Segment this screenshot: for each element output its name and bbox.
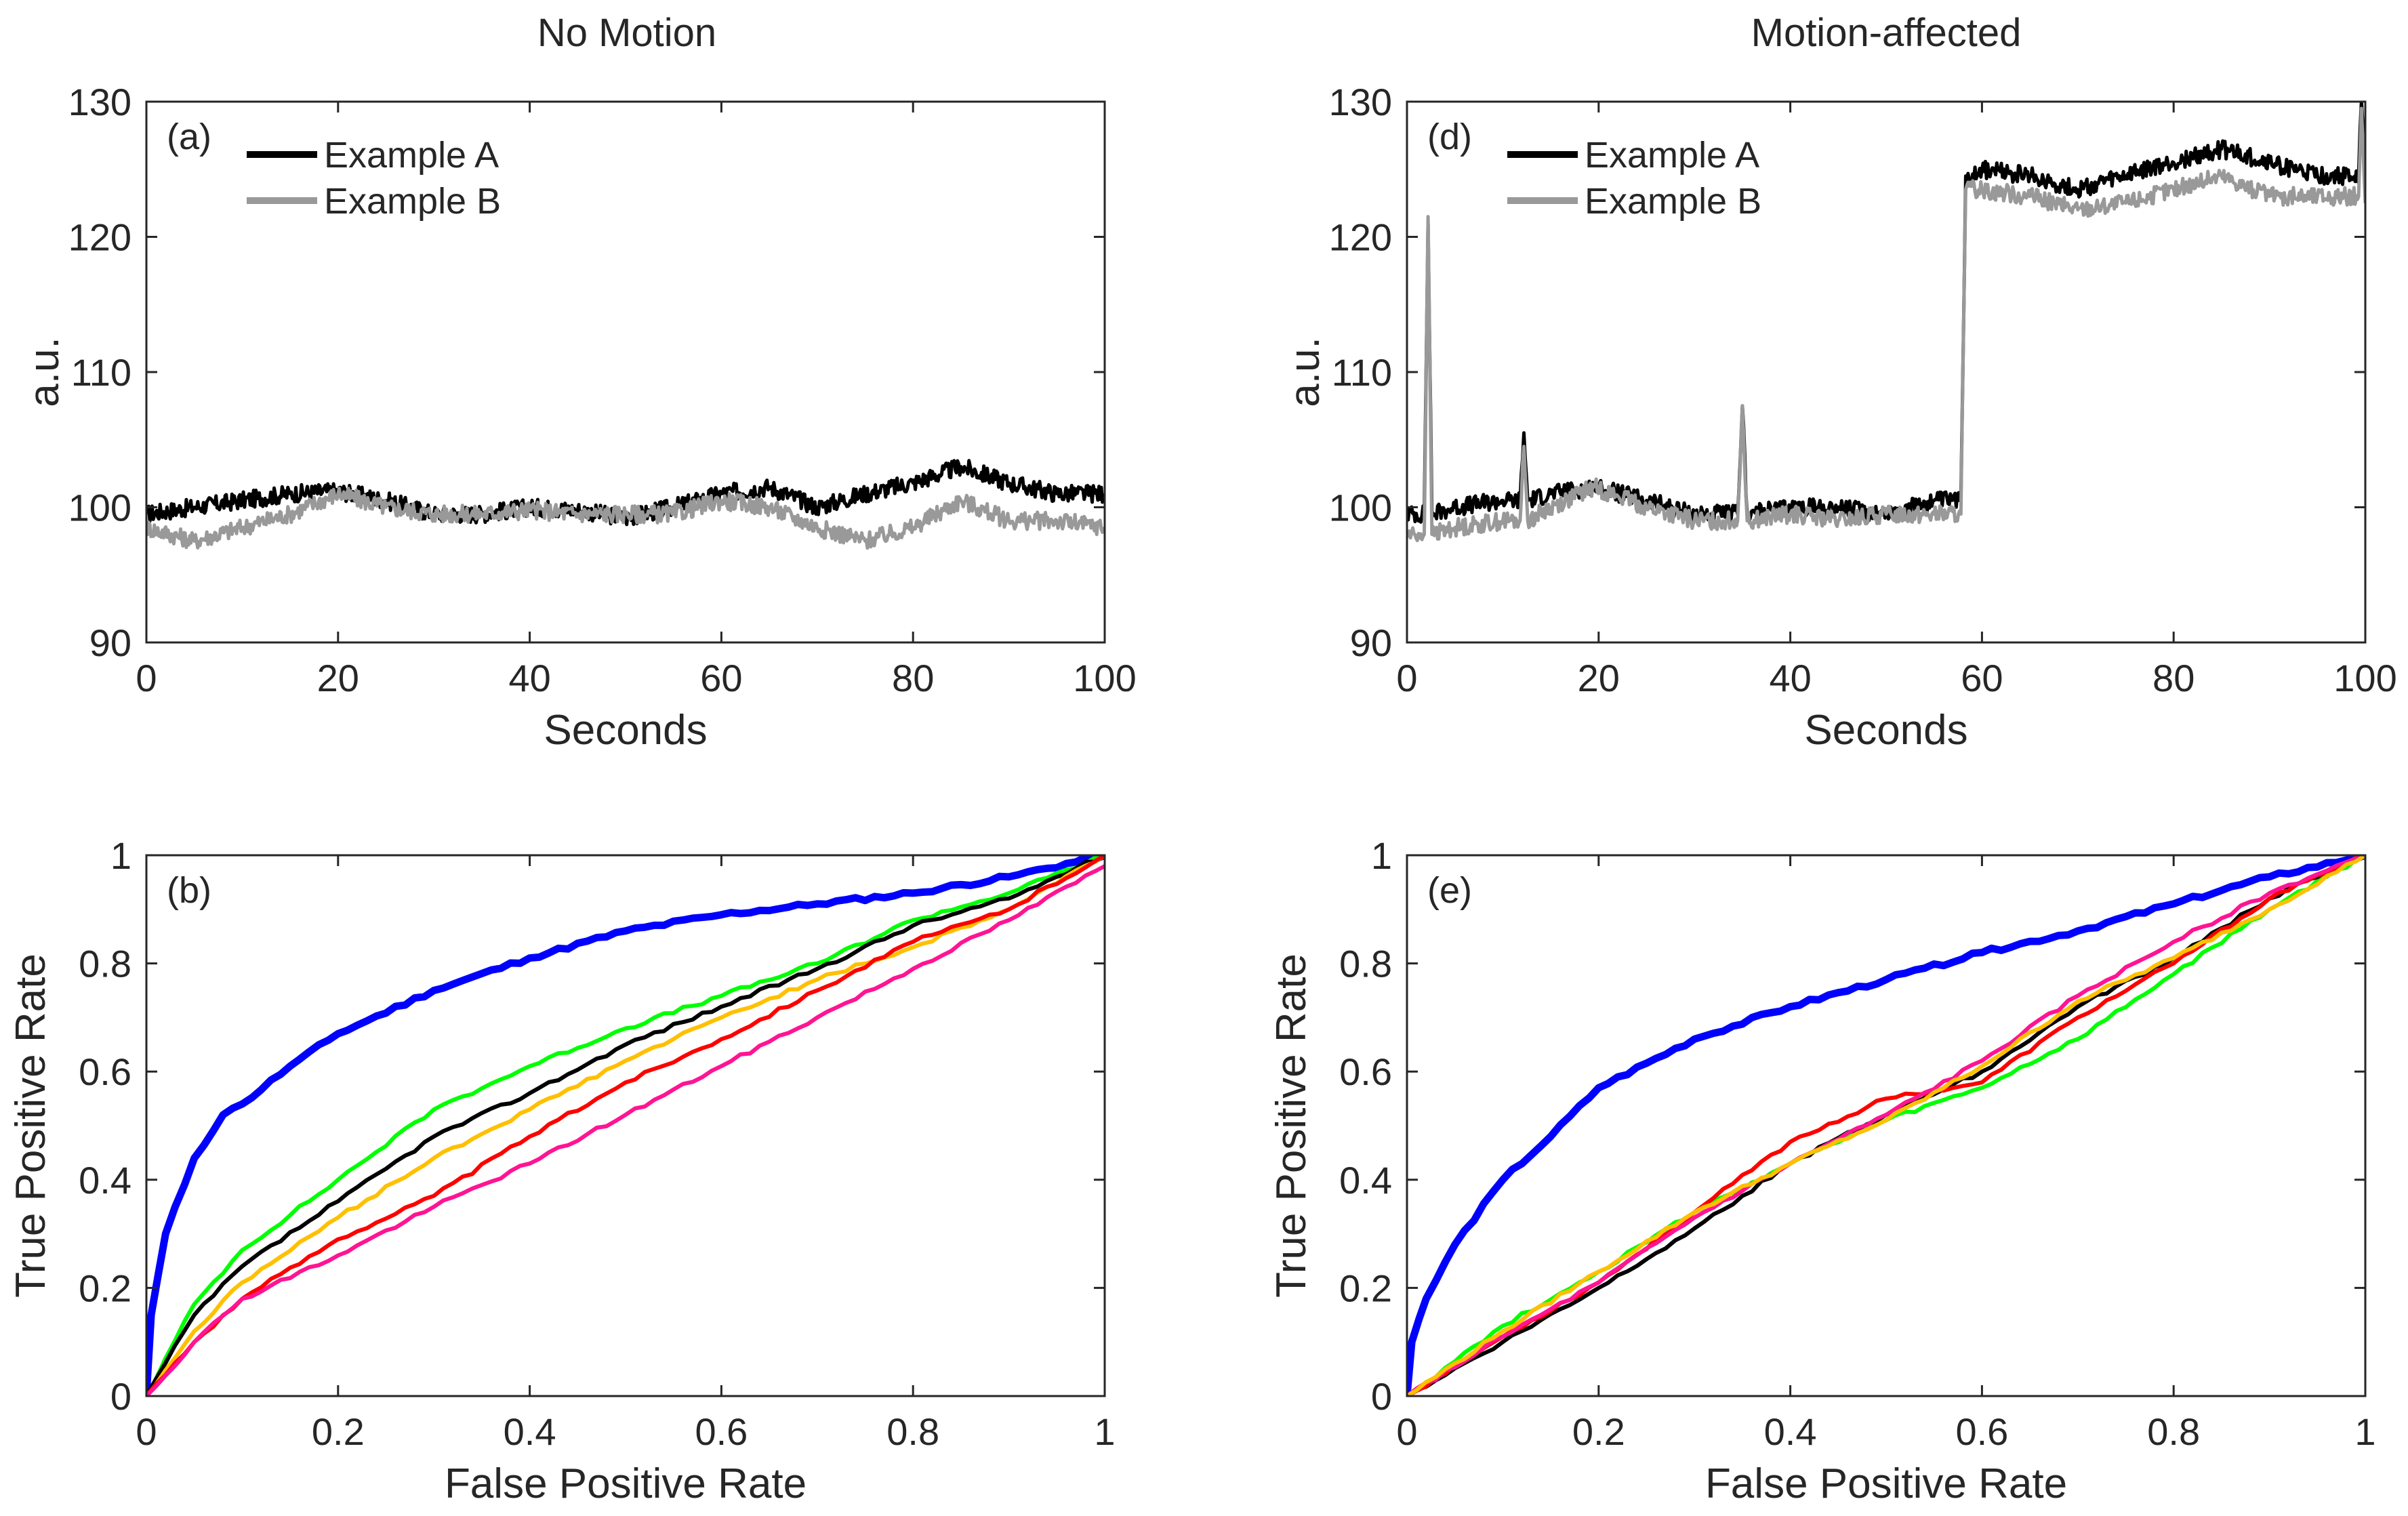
series-line-000000: [1407, 855, 2365, 1396]
y-tick-label: 130: [68, 81, 131, 123]
series-line-0000ff: [146, 855, 1105, 1396]
y-tick-label: 0.2: [1339, 1267, 1392, 1309]
y-tick-label: 120: [68, 216, 131, 259]
series-line-ff1493: [146, 864, 1105, 1396]
series-group: [146, 459, 1105, 550]
y-axis-label: True Positive Rate: [7, 954, 54, 1298]
x-axis-label: False Positive Rate: [445, 1460, 807, 1507]
series-line-example-a: [146, 459, 1105, 527]
axes-frame: [1406, 100, 2367, 644]
series-line-00ff00: [146, 855, 1105, 1396]
y-tick-label: 100: [68, 487, 131, 529]
series-line-000000: [146, 855, 1105, 1396]
x-tick-label: 40: [1769, 657, 1811, 699]
y-axis-label: a.u.: [21, 337, 68, 407]
series-group: [146, 855, 1105, 1396]
legend-label: Example A: [1585, 135, 1759, 176]
x-tick-label: 80: [892, 657, 934, 699]
x-axis-label: False Positive Rate: [1705, 1460, 2067, 1507]
column-title-no-motion: No Motion: [537, 11, 716, 55]
x-tick-label: 40: [508, 657, 550, 699]
x-tick-label: 80: [2152, 657, 2195, 699]
series-line-ff0000: [146, 855, 1105, 1396]
x-tick-label: 0.8: [2147, 1410, 2200, 1453]
series-group: [1407, 855, 2365, 1396]
legend-label: Example A: [324, 135, 499, 176]
axes-frame: [145, 854, 1106, 1397]
panel-label: (b): [167, 870, 211, 911]
x-tick-label: 20: [317, 657, 359, 699]
panel-label: (e): [1427, 870, 1472, 911]
y-axis-label: True Positive Rate: [1268, 954, 1315, 1298]
x-tick-label: 0: [136, 1410, 157, 1453]
panel-label: (a): [167, 117, 211, 157]
panel-label: (d): [1427, 117, 1472, 157]
y-tick-label: 0.8: [1339, 943, 1392, 985]
series-line-example-b: [146, 487, 1105, 550]
panel-e: 0 0.2 0.4 0.6 0.8 1 0 0.2 0.4 0.6 0.8 1 False Positi…: [1268, 834, 2376, 1507]
x-axis-label: Seconds: [544, 707, 707, 754]
y-tick-label: 0.4: [79, 1159, 131, 1202]
y-tick-label: 110: [71, 351, 131, 394]
x-tick-label: 20: [1578, 657, 1620, 699]
series-line-example-b: [1407, 106, 2365, 543]
y-tick-label: 90: [89, 621, 131, 664]
column-title-motion-affected: Motion-affected: [1751, 11, 2022, 55]
x-tick-label: 1: [2354, 1410, 2375, 1453]
chart-panels: 0 20 40 60 80 10090100110120130Secondsa.u.(a)…: [7, 81, 2397, 1507]
y-tick-label: 0: [1371, 1375, 1392, 1418]
panel-d: 0 20 40 60 80 100 90 100 110 120 130 Seconds a.u. (d)…: [1282, 81, 2397, 754]
x-tick-label: 0.2: [312, 1410, 365, 1453]
y-tick-label: 1: [1371, 834, 1392, 877]
series-line-ffc000: [1407, 855, 2365, 1396]
y-tick-label: 0.2: [79, 1267, 131, 1309]
y-tick-label: 130: [1329, 81, 1392, 123]
x-tick-label: 0.2: [1572, 1410, 1625, 1453]
y-tick-label: 100: [1329, 487, 1392, 529]
y-tick-label: 0.6: [1339, 1050, 1392, 1093]
x-tick-label: 0: [1396, 657, 1417, 699]
x-tick-label: 0.6: [695, 1410, 748, 1453]
y-tick-label: 1: [110, 834, 131, 877]
x-tick-label: 0.8: [886, 1410, 939, 1453]
y-tick-label: 90: [1350, 621, 1392, 664]
axes-frame: [1406, 854, 2367, 1397]
series-group: [1407, 102, 2365, 543]
x-tick-label: 100: [2333, 657, 2396, 699]
x-tick-label: 0.4: [1764, 1410, 1817, 1453]
panel-a: 0 20 40 60 80 100 90 100 110 120 130 Seconds a.u. (a)…: [21, 81, 1137, 754]
series-line-example-a: [1407, 102, 2365, 525]
x-tick-label: 60: [700, 657, 742, 699]
x-tick-label: 0.6: [1955, 1410, 2008, 1453]
y-tick-label: 110: [1332, 351, 1392, 394]
legend-label: Example B: [1585, 181, 1761, 222]
axes-frame: [145, 100, 1106, 644]
y-tick-label: 0.6: [79, 1050, 131, 1093]
x-tick-label: 0: [136, 657, 157, 699]
x-tick-label: 60: [1961, 657, 2003, 699]
x-tick-label: 1: [1094, 1410, 1115, 1453]
legend-label: Example B: [324, 181, 501, 222]
x-tick-label: 0.4: [504, 1410, 556, 1453]
x-tick-label: 100: [1073, 657, 1136, 699]
y-tick-label: 0.8: [79, 943, 131, 985]
y-tick-label: 120: [1329, 216, 1392, 259]
x-tick-label: 0: [1396, 1410, 1417, 1453]
series-line-0000ff: [1407, 855, 2365, 1396]
y-tick-label: 0.4: [1339, 1159, 1392, 1202]
series-line-ff1493: [1407, 855, 2365, 1396]
panel-b: 0 0.2 0.4 0.6 0.8 1 0 0.2 0.4 0.6 0.8 1 False Positi…: [7, 834, 1116, 1507]
series-line-ffc000: [146, 855, 1105, 1396]
x-axis-label: Seconds: [1804, 707, 1967, 754]
y-axis-label: a.u.: [1282, 337, 1328, 407]
y-tick-label: 0: [110, 1375, 131, 1418]
